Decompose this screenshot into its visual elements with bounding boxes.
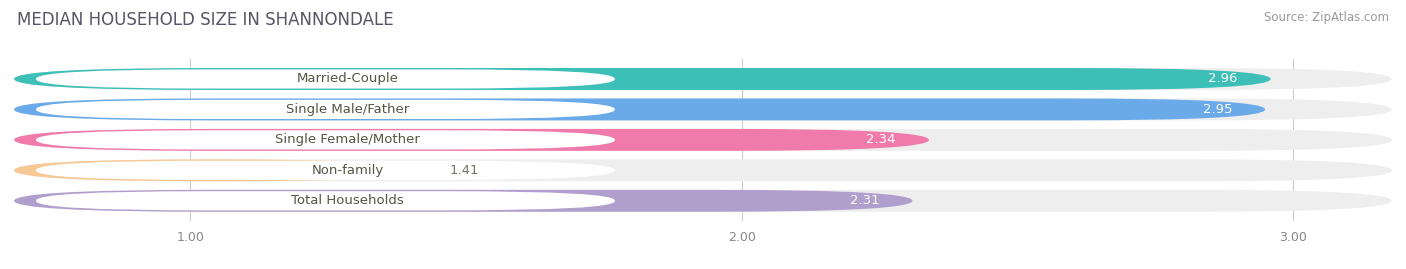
FancyBboxPatch shape <box>14 98 1392 121</box>
Text: Married-Couple: Married-Couple <box>297 72 398 86</box>
Text: Non-family: Non-family <box>311 164 384 177</box>
FancyBboxPatch shape <box>14 190 912 212</box>
Text: Single Male/Father: Single Male/Father <box>285 103 409 116</box>
Text: Total Households: Total Households <box>291 194 404 207</box>
Text: 2.31: 2.31 <box>849 194 879 207</box>
FancyBboxPatch shape <box>14 190 1392 212</box>
FancyBboxPatch shape <box>14 68 1271 90</box>
Text: 1.41: 1.41 <box>450 164 479 177</box>
FancyBboxPatch shape <box>14 129 929 151</box>
Text: Source: ZipAtlas.com: Source: ZipAtlas.com <box>1264 11 1389 24</box>
FancyBboxPatch shape <box>14 159 1392 181</box>
FancyBboxPatch shape <box>37 161 614 180</box>
FancyBboxPatch shape <box>14 159 416 181</box>
FancyBboxPatch shape <box>37 69 614 89</box>
FancyBboxPatch shape <box>14 68 1392 90</box>
FancyBboxPatch shape <box>37 130 614 150</box>
FancyBboxPatch shape <box>37 191 614 210</box>
FancyBboxPatch shape <box>14 98 1265 121</box>
Text: 2.34: 2.34 <box>866 133 896 146</box>
FancyBboxPatch shape <box>37 100 614 119</box>
Text: Single Female/Mother: Single Female/Mother <box>276 133 420 146</box>
FancyBboxPatch shape <box>14 129 1392 151</box>
Text: MEDIAN HOUSEHOLD SIZE IN SHANNONDALE: MEDIAN HOUSEHOLD SIZE IN SHANNONDALE <box>17 11 394 29</box>
Text: 2.96: 2.96 <box>1208 72 1237 86</box>
Text: 2.95: 2.95 <box>1202 103 1232 116</box>
